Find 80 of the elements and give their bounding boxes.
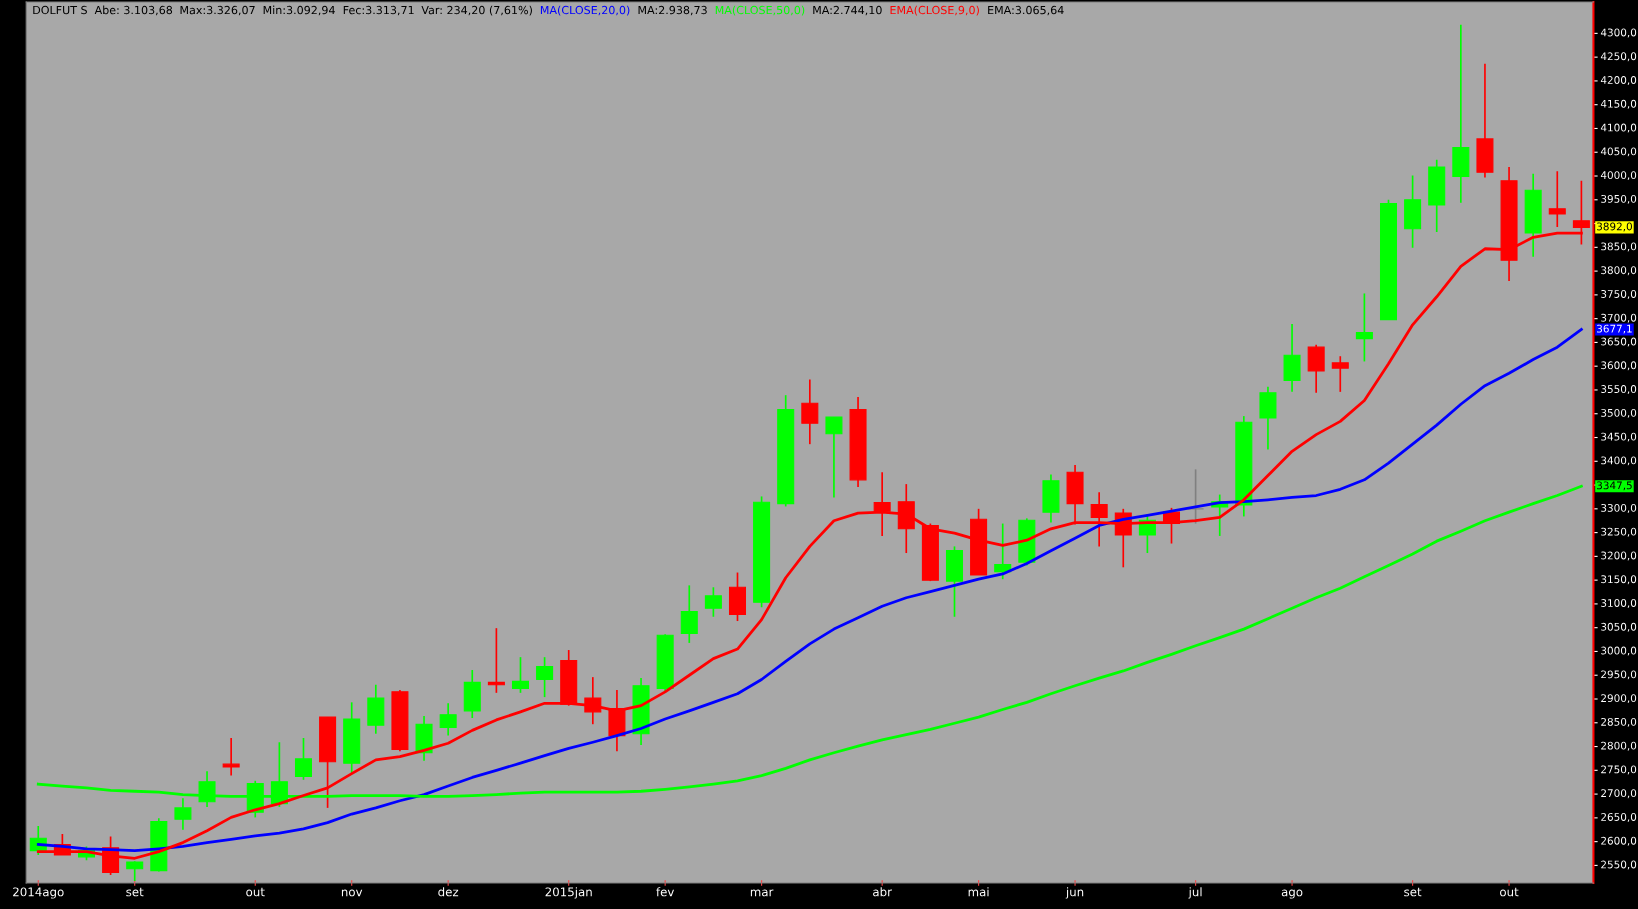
text: MA(CLOSE,20,0)	[540, 5, 630, 16]
y-tick-label: 2900,0	[1601, 694, 1637, 704]
x-tick-label: nov	[341, 889, 363, 897]
y-tick-label: 2650,0	[1601, 813, 1637, 822]
y-tick-label: 3150,0	[1601, 575, 1637, 585]
y-tick-label: 3750,0	[1601, 290, 1637, 299]
x-tick-label: dez	[438, 887, 459, 897]
y-tick-label: 4150,0	[1600, 99, 1637, 109]
y-tick-label: 3250,0	[1601, 527, 1637, 537]
candlestick	[1548, 170, 1566, 228]
x-tick-label: set	[126, 887, 144, 897]
candlestick	[294, 737, 313, 781]
y-tick-label: 4000,0	[1600, 171, 1637, 181]
y-tick-label: 4200,0	[1600, 76, 1637, 86]
annotation: Max:3.326,07	[180, 5, 255, 16]
annotation: Min:3.092,94	[263, 5, 335, 16]
x-tick-label: mai	[968, 887, 989, 897]
y-tick-label: 3500,0	[1601, 408, 1637, 418]
y-tick-label: 3550,0	[1601, 385, 1637, 395]
candlestick	[1355, 292, 1373, 363]
x-tick-label: set	[1404, 887, 1422, 897]
x-tick-label: out	[1500, 887, 1519, 897]
y-tick-label: 3050,0	[1601, 622, 1637, 632]
y-tick-label: 2750,0	[1601, 765, 1637, 775]
x-tick-label: out	[246, 887, 265, 897]
candlestick	[439, 702, 457, 737]
y-tick-label: 3650,0	[1601, 337, 1637, 347]
candlestick	[704, 586, 722, 618]
candlestick	[1307, 343, 1325, 394]
y-tick-label: 2850,0	[1601, 717, 1637, 727]
y-tick-label: 3950,0	[1601, 194, 1637, 204]
text: 3347,5	[1597, 481, 1632, 491]
candlestick	[825, 416, 843, 499]
text: 3677,1	[1597, 324, 1632, 334]
y-tick-label: 3600,0	[1601, 361, 1637, 371]
candlestick	[873, 471, 891, 537]
y-tick-label: 3700,0	[1601, 313, 1637, 323]
chart-title: DOLFUT S	[33, 5, 87, 15]
x-tick-label: fev	[656, 887, 675, 897]
y-tick-label: 3000,0	[1601, 646, 1637, 656]
y-tick-label: 2600,0	[1601, 836, 1637, 846]
annotation: MA:2.744,10	[813, 5, 882, 16]
y-tick-label: 3100,0	[1601, 599, 1637, 608]
text: MA(CLOSE,50,0)	[715, 5, 805, 16]
annotation: MA:2.938,73	[638, 5, 707, 16]
y-tick-label: 3850,0	[1601, 242, 1637, 252]
candlestick	[680, 584, 698, 644]
y-tick-label: 2800,0	[1601, 741, 1637, 751]
annotation: Abe: 3.103,68	[94, 5, 173, 16]
x-tick-label: jul	[1188, 887, 1202, 899]
text: 3892,0	[1597, 222, 1632, 232]
annotation: Var: 234,20 (7,61%)	[421, 5, 532, 16]
y-tick-label: 2700,0	[1601, 789, 1637, 799]
x-tick-label: ago	[1281, 889, 1303, 899]
y-tick-label: 3800,0	[1601, 266, 1637, 276]
candlestick	[1090, 491, 1108, 548]
y-tick-label: 3300,0	[1601, 503, 1637, 513]
y-tick-label: 4100,0	[1600, 123, 1637, 133]
annotation: EMA:3.065,64	[988, 5, 1064, 16]
x-tick-label: mar	[750, 889, 774, 897]
y-tick-label: 3450,0	[1601, 432, 1637, 442]
annotation: Fec:3.313,71	[343, 5, 414, 16]
y-tick-label: 4250,0	[1600, 52, 1637, 62]
x-tick-label: jun	[1065, 887, 1084, 899]
y-tick-label: 2950,0	[1601, 670, 1637, 680]
candlestick	[174, 797, 192, 831]
candlestick	[222, 737, 240, 777]
x-tick-label: 2015jan	[545, 887, 592, 899]
y-tick-label: 4050,0	[1600, 147, 1637, 157]
candlestick	[801, 378, 819, 446]
y-tick-label: 2550,0	[1601, 860, 1637, 870]
candlestick	[1331, 355, 1349, 393]
y-tick-label: 4300,0	[1600, 28, 1637, 38]
candlestick	[536, 656, 554, 698]
x-tick-label: 2014ago	[13, 887, 64, 899]
y-tick-label: 3400,0	[1601, 456, 1637, 466]
candlestick	[511, 656, 530, 694]
text: EMA(CLOSE,9,0)	[890, 5, 979, 16]
x-tick-label: abr	[873, 887, 892, 897]
y-tick-label: 3200,0	[1601, 551, 1637, 561]
